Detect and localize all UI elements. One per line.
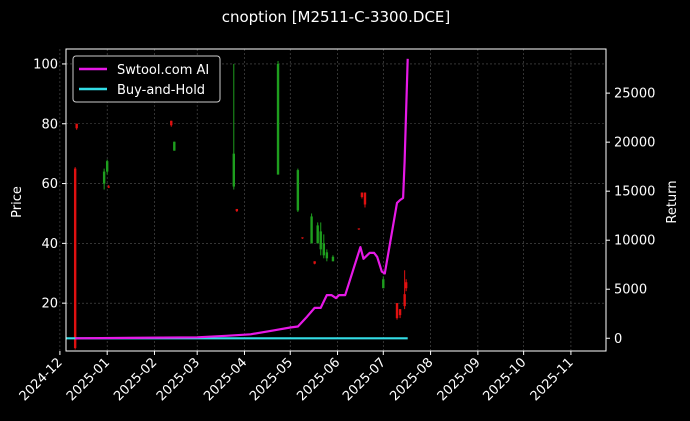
y-tick-label-right: 5000: [614, 283, 647, 298]
candle-body: [360, 192, 364, 198]
y-axis-label-left: Price: [10, 186, 25, 218]
candle-body: [322, 243, 325, 256]
candle-body: [395, 303, 399, 319]
candle-body: [102, 171, 106, 184]
candle-body: [331, 256, 335, 262]
candle-body: [75, 123, 78, 129]
y-tick-label-right: 0: [614, 332, 622, 347]
candle-body: [105, 161, 109, 172]
candle-body: [357, 228, 361, 230]
y-tick-label-right: 20000: [614, 136, 655, 151]
gridlines: [59, 49, 606, 351]
candle-body: [276, 63, 280, 175]
candle-body: [398, 309, 402, 316]
candle-body: [235, 208, 239, 212]
candle-body: [403, 294, 406, 307]
candle-body: [296, 170, 300, 211]
candle-body: [313, 261, 316, 264]
series-lines: [66, 58, 409, 340]
chart-title: cnoption [M2511-C-3300.DCE]: [222, 8, 451, 26]
plot-frame: [65, 48, 607, 352]
candle-body: [173, 141, 176, 151]
candle-body: [170, 120, 173, 126]
candle-body: [404, 282, 408, 289]
y-tick-label-right: 10000: [614, 234, 655, 249]
legend: Swtool.com AI Buy-and-Hold: [72, 55, 221, 103]
y-tick-label-right: 15000: [614, 185, 655, 200]
candle-body: [382, 279, 385, 289]
candle-body: [310, 216, 313, 244]
y-axis-label-right: Return: [665, 180, 680, 223]
legend-label-ai: Swtool.com AI: [117, 63, 209, 78]
legend-box: [72, 55, 221, 103]
candle-body: [319, 231, 322, 250]
y-tick-label-left: 80: [41, 117, 58, 132]
y-tick-label-left: 40: [41, 237, 58, 252]
candle-body: [232, 153, 235, 187]
y-tick-label-left: 100: [33, 57, 58, 72]
candle-body: [301, 237, 304, 239]
candle-body: [107, 186, 110, 188]
legend-label-buy-and-hold: Buy-and-Hold: [117, 83, 205, 98]
candle-body: [73, 168, 77, 349]
candle-body: [325, 252, 329, 259]
series-line-ai: [75, 58, 409, 340]
candle-body: [363, 192, 367, 205]
y-tick-label-right: 25000: [614, 87, 655, 102]
y-tick-label-left: 60: [41, 177, 58, 192]
candlesticks: [73, 60, 408, 350]
candle-body: [316, 225, 319, 244]
y-tick-label-left: 20: [41, 297, 58, 312]
